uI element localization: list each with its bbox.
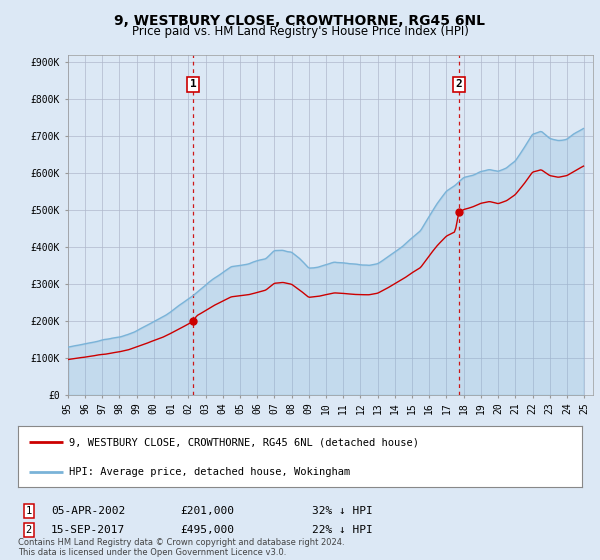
Text: £495,000: £495,000 xyxy=(180,525,234,535)
Text: Contains HM Land Registry data © Crown copyright and database right 2024.
This d: Contains HM Land Registry data © Crown c… xyxy=(18,538,344,557)
Text: 1: 1 xyxy=(26,506,32,516)
Text: 32% ↓ HPI: 32% ↓ HPI xyxy=(312,506,373,516)
Text: 9, WESTBURY CLOSE, CROWTHORNE, RG45 6NL: 9, WESTBURY CLOSE, CROWTHORNE, RG45 6NL xyxy=(115,14,485,28)
Text: £201,000: £201,000 xyxy=(180,506,234,516)
Text: HPI: Average price, detached house, Wokingham: HPI: Average price, detached house, Woki… xyxy=(69,467,350,477)
Text: 15-SEP-2017: 15-SEP-2017 xyxy=(51,525,125,535)
Text: 9, WESTBURY CLOSE, CROWTHORNE, RG45 6NL (detached house): 9, WESTBURY CLOSE, CROWTHORNE, RG45 6NL … xyxy=(69,437,419,447)
Text: 22% ↓ HPI: 22% ↓ HPI xyxy=(312,525,373,535)
Text: 1: 1 xyxy=(190,80,196,90)
Text: 05-APR-2002: 05-APR-2002 xyxy=(51,506,125,516)
Text: Price paid vs. HM Land Registry's House Price Index (HPI): Price paid vs. HM Land Registry's House … xyxy=(131,25,469,38)
Text: 2: 2 xyxy=(26,525,32,535)
Text: 2: 2 xyxy=(455,80,462,90)
